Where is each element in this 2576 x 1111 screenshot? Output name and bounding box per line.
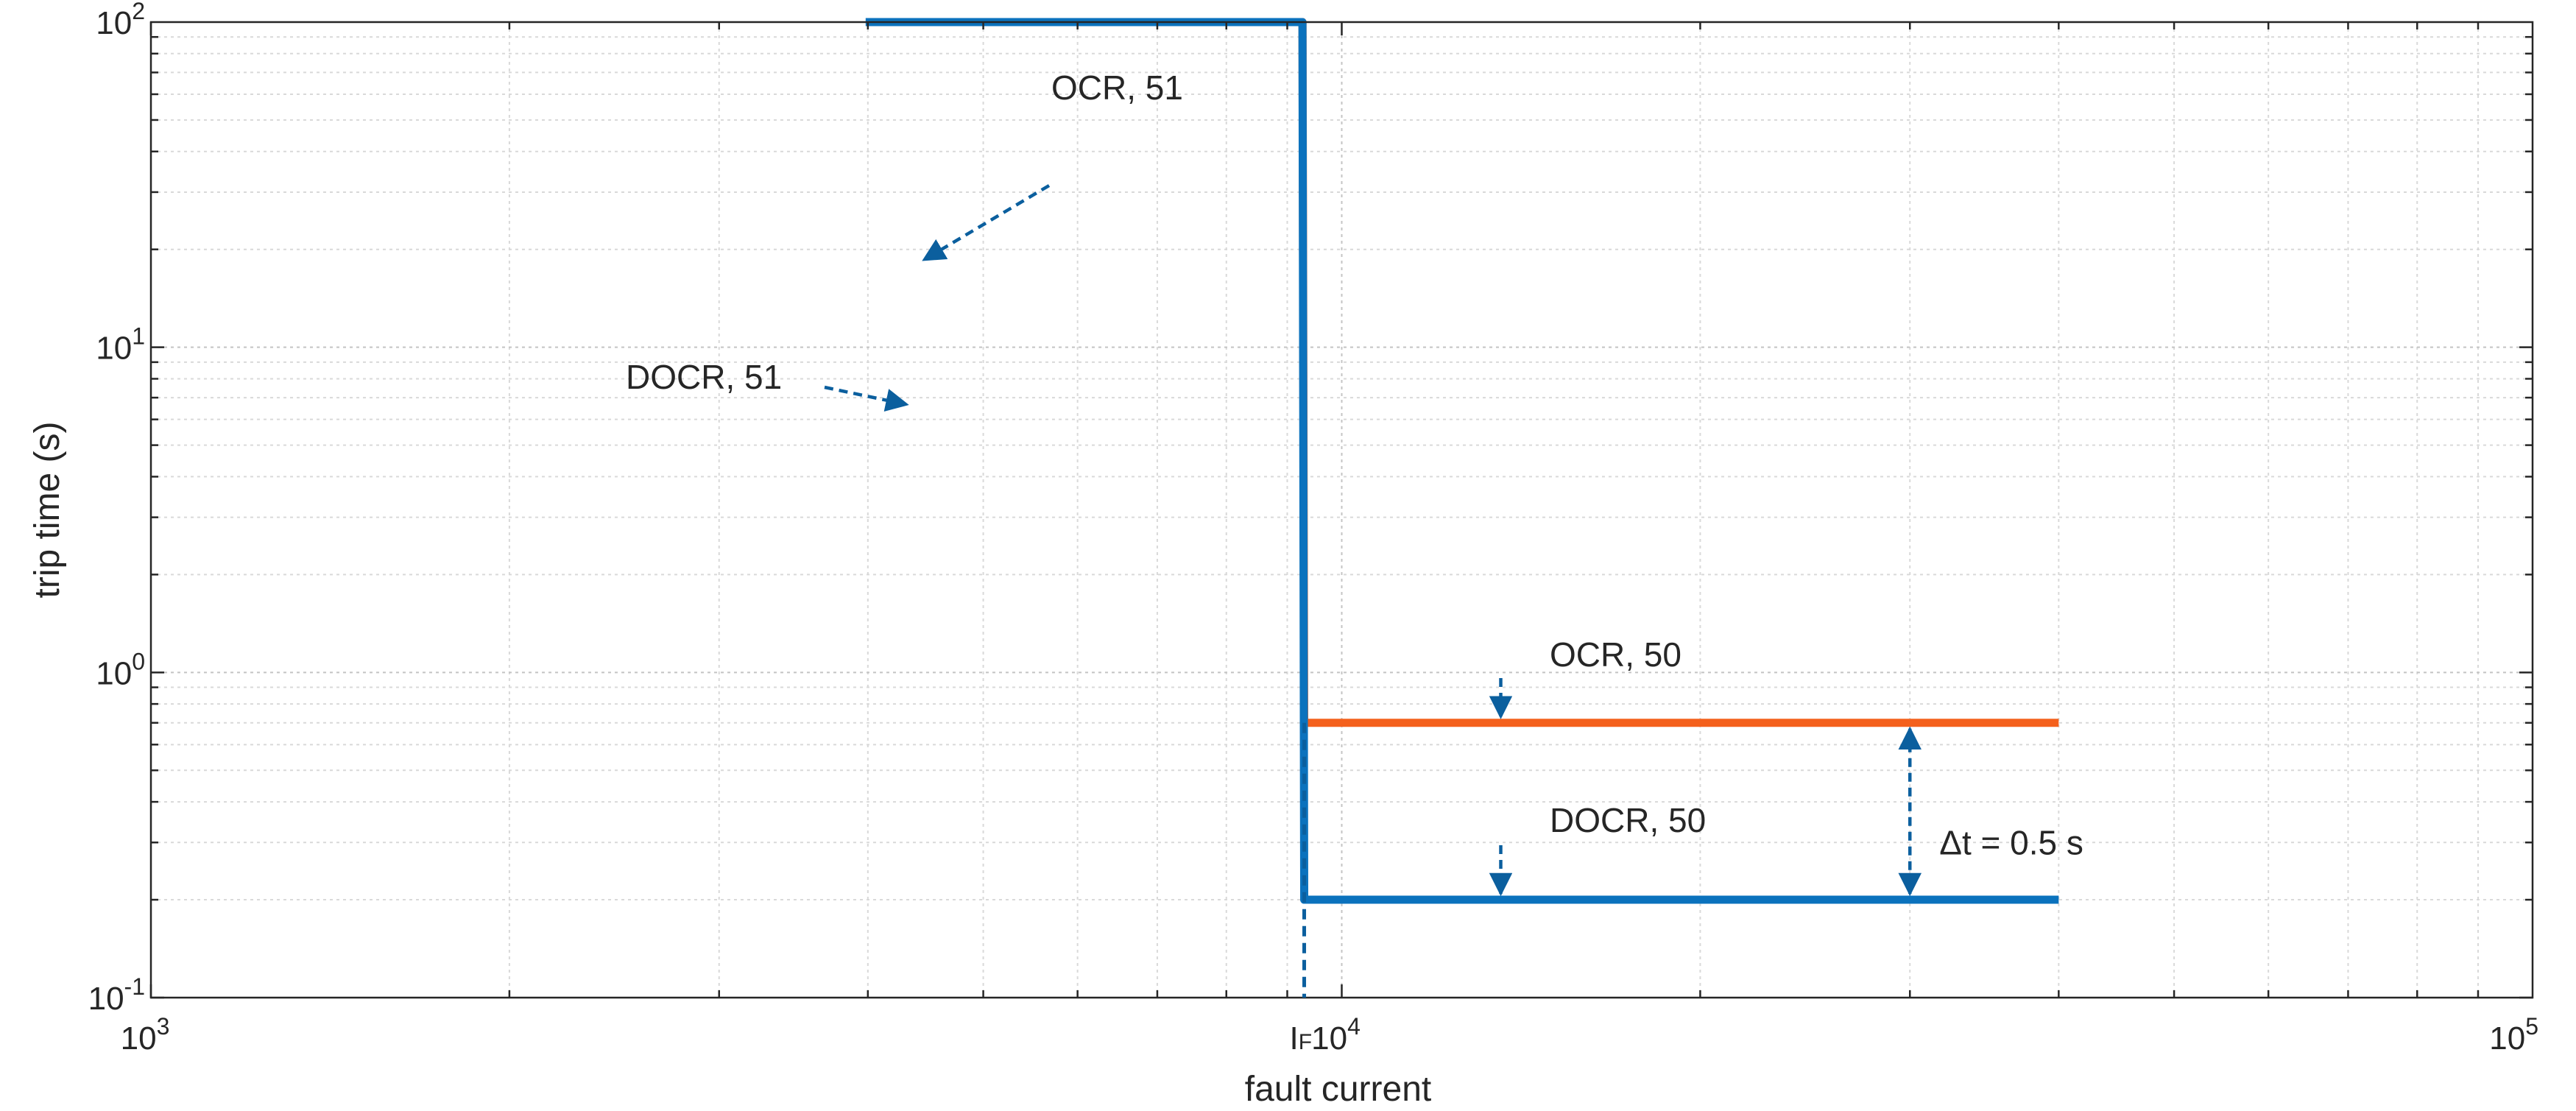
y-tick-label: 101 [96,323,145,367]
grid [151,22,2533,998]
y-tick-label: 100 [96,648,145,691]
series-line-ocr [874,18,2059,727]
y-axis-title: trip time (s) [28,422,67,599]
annotation-ocr-51: OCR, 51 [1051,68,1183,107]
y-tick-label: 102 [96,0,145,41]
arrow-docr-51 [824,385,909,412]
x-tick-label: 105 [2489,1013,2538,1057]
fault-current-label: IF [1290,1020,1313,1057]
axes: 103 104 105 10-1 100 101 102 IF fault current tri… [28,0,2538,1109]
annotation-delta-t: Δt = 0.5 s [1939,823,2083,861]
annotation-docr-50: DOCR, 50 [1550,801,1706,839]
annotation-docr-51: DOCR, 51 [626,358,782,396]
annotations: OCR, 51 DOCR, 51 OCR, 50 DOCR, 50 Δt = 0.5 s [626,68,2083,998]
x-tick-label: 104 [1311,1013,1361,1057]
arrow-ocr-51 [922,184,1051,261]
x-axis-title: fault current [1245,1070,1431,1109]
y-tick-label: 10-1 [88,973,145,1017]
series-line-docr [861,18,2059,904]
x-tick-label: 103 [121,1013,170,1057]
annotation-ocr-50: OCR, 50 [1550,635,1682,674]
series-layer [861,18,2059,904]
